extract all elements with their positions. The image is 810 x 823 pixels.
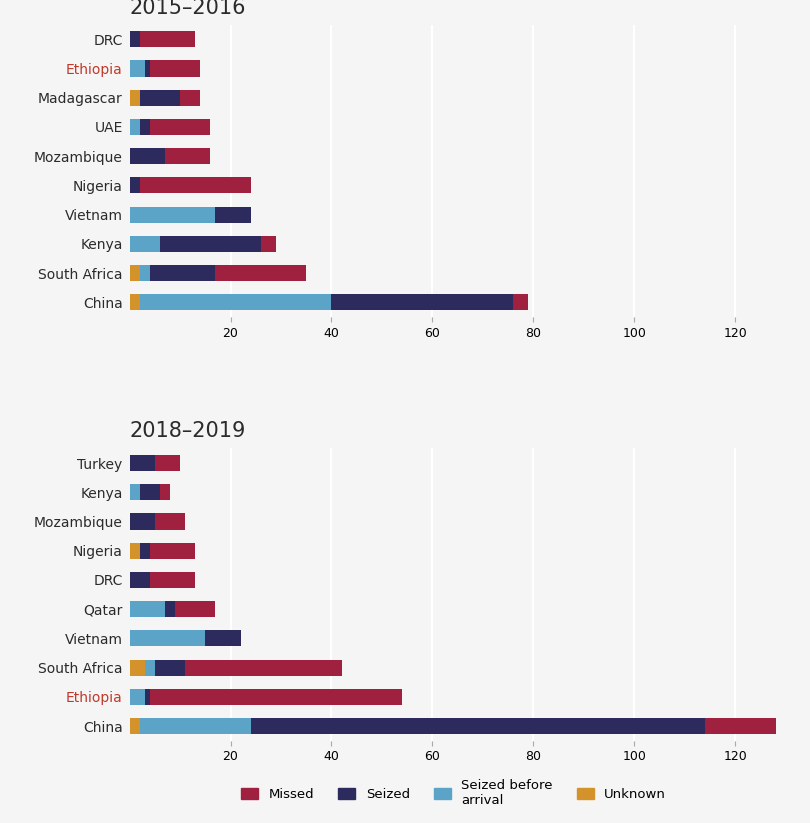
Bar [130,148,165,165]
Bar [145,61,150,77]
Bar [130,718,139,734]
Bar [215,265,306,281]
Bar [261,236,276,252]
Bar [175,601,215,617]
Bar [165,148,211,165]
Bar [150,572,195,588]
Bar [130,484,139,500]
Bar [130,90,139,106]
Bar [139,484,160,500]
Bar [215,207,251,223]
Bar [145,689,150,704]
Text: 2015–2016: 2015–2016 [130,0,246,17]
Bar [145,659,155,676]
Bar [160,236,261,252]
Bar [130,61,145,77]
Bar [185,659,342,676]
Bar [150,542,195,559]
Bar [331,295,514,310]
Bar [205,630,241,646]
Bar [130,295,139,310]
Bar [139,542,150,559]
Bar [150,265,215,281]
Bar [139,718,251,734]
Text: 2018–2019: 2018–2019 [130,421,246,441]
Legend: Missed, Seized, Seized before
arrival, Unknown: Missed, Seized, Seized before arrival, U… [236,774,671,812]
Bar [130,514,155,529]
Bar [130,178,139,193]
Bar [139,90,180,106]
Bar [130,31,139,48]
Bar [251,718,705,734]
Bar [130,119,139,135]
Bar [180,90,200,106]
Bar [139,178,251,193]
Bar [130,207,215,223]
Bar [150,119,211,135]
Bar [130,689,145,704]
Bar [155,659,185,676]
Bar [165,601,175,617]
Bar [139,265,150,281]
Bar [130,265,139,281]
Bar [139,31,195,48]
Bar [160,484,170,500]
Bar [139,295,331,310]
Bar [514,295,528,310]
Bar [150,689,402,704]
Bar [155,455,180,471]
Bar [130,659,145,676]
Bar [130,455,155,471]
Bar [130,601,165,617]
Bar [155,514,185,529]
Bar [130,236,160,252]
Bar [130,630,205,646]
Bar [150,61,200,77]
Bar [130,542,139,559]
Bar [130,572,150,588]
Bar [705,718,776,734]
Bar [139,119,150,135]
